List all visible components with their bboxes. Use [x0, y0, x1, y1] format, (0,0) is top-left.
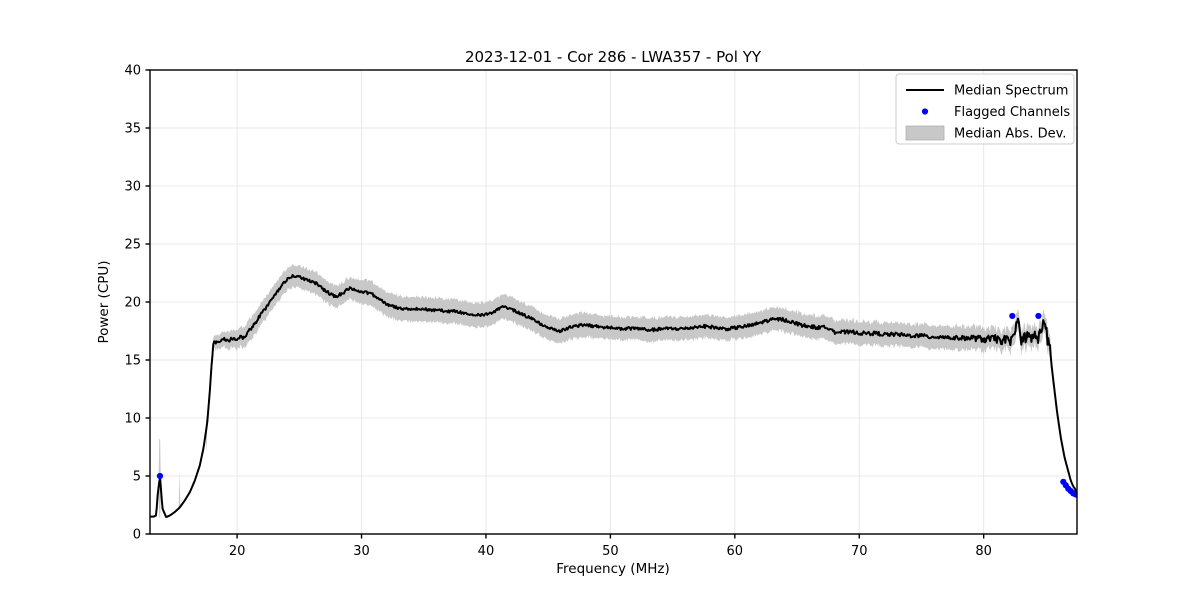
y-tick-label: 15	[124, 354, 141, 369]
y-axis-label: Power (CPU)	[96, 260, 112, 343]
y-tick-label: 35	[124, 122, 141, 137]
y-tick-label: 10	[124, 412, 141, 427]
flagged-channel-point	[1072, 491, 1077, 498]
axis-ticks: 0 5 10 15 20 25 30 35 40 20 30 40 50 60 70 80	[124, 64, 991, 559]
median-spectrum-line	[150, 274, 1077, 518]
y-tick-label: 40	[124, 64, 141, 79]
y-tick-label: 30	[124, 180, 141, 195]
x-tick-label: 30	[353, 544, 370, 559]
y-tick-label: 5	[133, 470, 141, 485]
y-tick-label: 20	[124, 296, 141, 311]
y-tick-label: 0	[133, 528, 141, 543]
flagged-channel-point	[1035, 312, 1042, 320]
y-tick-label: 25	[124, 238, 141, 253]
chart-legend: Median Spectrum Flagged Channels Median Ab…	[895, 73, 1075, 145]
mad-band-area	[150, 264, 1077, 518]
legend-item-label: Median Abs. Dev.	[954, 127, 1066, 142]
x-tick-label: 20	[229, 544, 246, 559]
x-tick-label: 70	[851, 544, 868, 559]
flagged-channels-markers	[156, 312, 1077, 498]
x-tick-label: 60	[727, 544, 744, 559]
chart-title: 2023-12-01 - Cor 286 - LWA357 - Pol YY	[465, 48, 762, 66]
flagged-channel-point	[156, 472, 164, 480]
median-abs-dev-band	[150, 264, 1077, 518]
legend-item-label: Median Spectrum	[954, 84, 1068, 99]
flagged-channel-point	[1009, 312, 1016, 320]
x-tick-label: 80	[975, 544, 992, 559]
legend-item-label: Flagged Channels	[954, 105, 1070, 120]
x-tick-label: 50	[602, 544, 619, 559]
x-axis-label: Frequency (MHz)	[556, 561, 669, 577]
x-tick-label: 40	[478, 544, 495, 559]
legend-band-swatch	[905, 125, 945, 141]
median-spectrum-path	[150, 274, 1077, 518]
legend-items: Median Spectrum Flagged Channels Median Ab…	[905, 84, 1070, 142]
legend-dot-swatch	[921, 108, 929, 115]
